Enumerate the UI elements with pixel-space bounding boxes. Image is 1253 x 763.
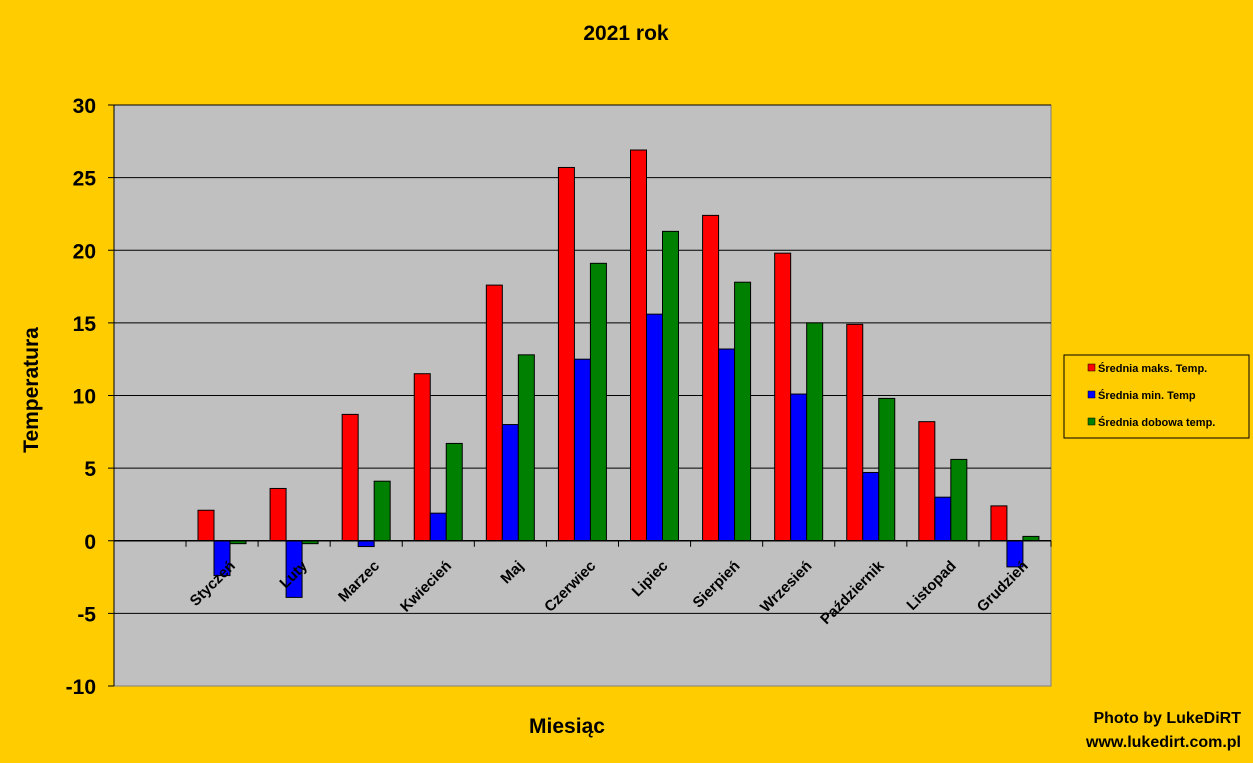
legend: Średnia maks. Temp. Średnia min. Temp Śred… bbox=[1063, 354, 1250, 439]
bar bbox=[573, 358, 591, 542]
y-tick-label: 15 bbox=[73, 313, 97, 336]
bar bbox=[862, 471, 880, 542]
x-axis-title: Miesiąc bbox=[529, 715, 605, 738]
bar bbox=[878, 397, 896, 542]
y-tick-label: -5 bbox=[77, 603, 96, 626]
y-axis-title: Temperatura bbox=[20, 327, 43, 453]
legend-swatch bbox=[1087, 390, 1096, 399]
bar bbox=[197, 509, 215, 542]
bar bbox=[589, 262, 607, 542]
bar bbox=[501, 424, 519, 542]
credit-photo: Photo by LukeDiRT bbox=[1093, 710, 1241, 727]
y-tick-label: 0 bbox=[84, 531, 96, 554]
bar bbox=[445, 442, 463, 542]
y-tick-label: -10 bbox=[66, 676, 96, 699]
y-tick-label: 20 bbox=[73, 240, 96, 263]
legend-label: Średnia min. Temp bbox=[1098, 389, 1196, 402]
bar bbox=[557, 166, 575, 542]
x-axis bbox=[114, 540, 1052, 547]
bar bbox=[429, 512, 447, 542]
bar bbox=[718, 348, 736, 542]
bar bbox=[918, 421, 936, 542]
legend-swatch bbox=[1087, 417, 1096, 426]
y-tick-label: 25 bbox=[73, 168, 97, 191]
bar bbox=[646, 313, 663, 542]
credit-url: www.lukedirt.com.pl bbox=[1086, 734, 1241, 751]
bar bbox=[357, 540, 375, 548]
bar bbox=[662, 230, 679, 542]
legend-label: Średnia maks. Temp. bbox=[1098, 362, 1207, 375]
legend-label: Średnia dobowa temp. bbox=[1098, 416, 1215, 429]
bar bbox=[485, 284, 503, 542]
bar bbox=[950, 458, 968, 542]
bar bbox=[806, 322, 824, 542]
bar bbox=[269, 487, 287, 542]
bar bbox=[413, 373, 431, 542]
bar bbox=[990, 505, 1008, 542]
bar bbox=[734, 281, 752, 542]
y-axis-ticks: 30 25 20 15 10 5 0 -5 -10 bbox=[66, 95, 115, 699]
bar bbox=[934, 496, 952, 542]
bar bbox=[774, 252, 792, 542]
bar bbox=[373, 480, 391, 542]
y-tick-label: 5 bbox=[84, 458, 96, 481]
bar bbox=[341, 413, 359, 542]
legend-swatch bbox=[1087, 363, 1096, 372]
bar bbox=[517, 354, 535, 542]
bars bbox=[197, 149, 1040, 598]
y-tick-label: 30 bbox=[73, 95, 96, 118]
bar bbox=[702, 214, 720, 542]
bar bbox=[630, 149, 647, 542]
bar bbox=[846, 323, 864, 542]
y-tick-label: 10 bbox=[73, 386, 96, 409]
chart-title: 2021 rok bbox=[583, 22, 669, 45]
bar bbox=[790, 393, 808, 542]
